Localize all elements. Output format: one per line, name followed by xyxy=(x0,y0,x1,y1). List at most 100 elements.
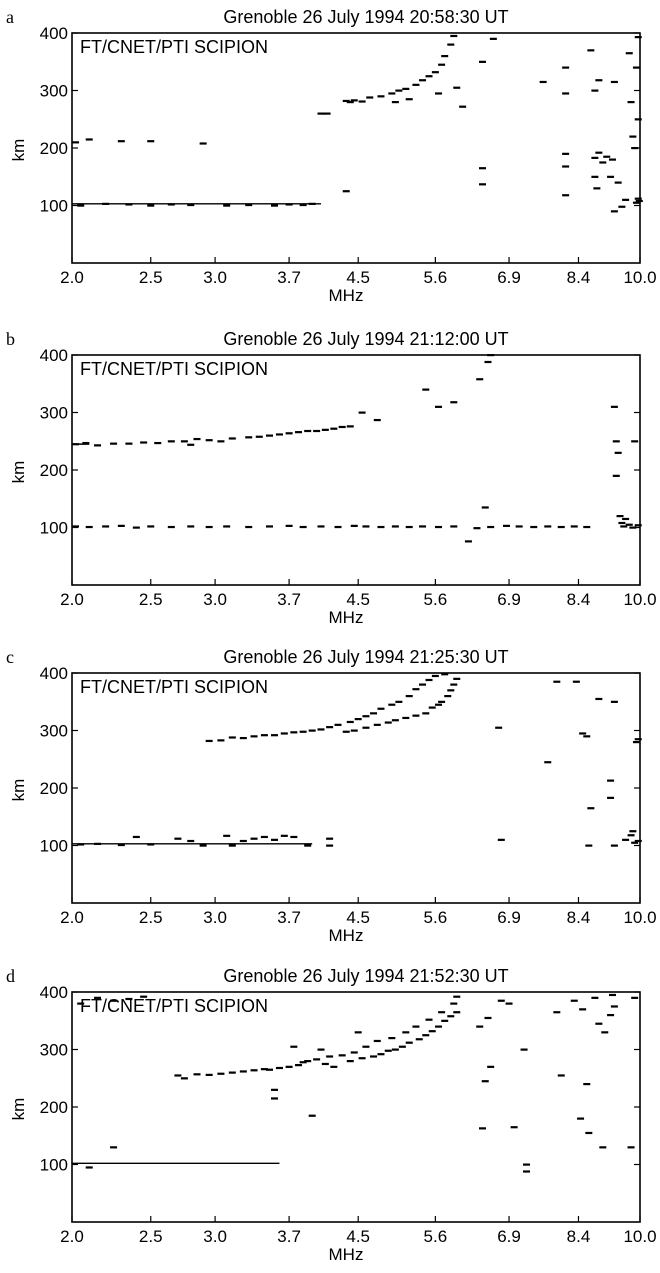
echo-point xyxy=(250,735,258,738)
echo-point xyxy=(342,730,350,733)
echo-point xyxy=(631,841,639,844)
y-tick-label: 200 xyxy=(40,779,68,798)
echo-point xyxy=(239,736,247,740)
echo-point xyxy=(544,761,552,764)
echo-point xyxy=(94,996,102,999)
plot-frame xyxy=(71,672,641,904)
echo-point xyxy=(321,1062,329,1066)
y-tick-label: 300 xyxy=(40,1041,68,1060)
x-tick-label: 8.4 xyxy=(567,908,591,927)
echo-point xyxy=(377,95,385,98)
echo-point xyxy=(405,98,413,101)
x-tick-label: 6.9 xyxy=(497,590,521,609)
echo-point xyxy=(317,728,325,731)
echo-point xyxy=(85,138,93,141)
echo-point xyxy=(591,996,599,999)
echo-point xyxy=(187,443,195,446)
echo-point xyxy=(317,1048,325,1051)
echo-point xyxy=(402,87,410,90)
echo-point xyxy=(82,441,90,445)
echo-point xyxy=(419,525,427,528)
x-tick-label: 3.7 xyxy=(277,590,301,609)
echo-point xyxy=(595,151,603,154)
echo-point xyxy=(304,1060,312,1063)
instrument-label: FT/CNET/PTI SCIPION xyxy=(80,677,268,697)
echo-point xyxy=(72,443,80,446)
echo-point xyxy=(77,204,85,207)
echo-point xyxy=(239,839,247,843)
echo-point xyxy=(265,1068,273,1071)
panel-title: Grenoble 26 July 1994 20:58:30 UT xyxy=(223,7,508,27)
x-tick-label: 4.5 xyxy=(346,908,370,927)
echo-point xyxy=(132,526,140,529)
x-tick-label: 4.5 xyxy=(346,268,370,287)
echo-point xyxy=(187,839,195,843)
echo-point xyxy=(217,739,225,742)
echo-point xyxy=(435,92,443,95)
y-axis-label: km xyxy=(9,779,28,802)
echo-point xyxy=(614,451,622,454)
echo-point xyxy=(346,101,354,104)
echo-point xyxy=(370,1055,378,1058)
echo-point xyxy=(217,440,225,443)
echo-point xyxy=(570,999,578,1002)
echo-point xyxy=(223,834,231,837)
echo-point xyxy=(562,152,570,155)
echo-point xyxy=(523,1163,531,1166)
echo-point xyxy=(285,432,293,435)
echo-point xyxy=(610,844,618,847)
echo-point xyxy=(373,418,381,422)
echo-point xyxy=(110,999,118,1002)
echo-point xyxy=(634,839,642,843)
echo-point xyxy=(205,1073,213,1076)
echo-point xyxy=(228,736,236,739)
echo-point xyxy=(612,474,620,477)
echo-point xyxy=(610,80,618,84)
echo-point xyxy=(562,165,570,168)
echo-point xyxy=(591,156,599,159)
echo-point xyxy=(476,1025,484,1028)
y-tick-label: 400 xyxy=(40,24,68,43)
x-tick-label: 2.0 xyxy=(60,268,84,287)
echo-point xyxy=(346,425,354,428)
echo-point xyxy=(629,526,637,529)
plot-frame xyxy=(71,991,641,1223)
echo-point xyxy=(631,996,639,999)
echo-point xyxy=(239,1070,247,1073)
echo-point xyxy=(317,112,325,115)
y-tick-label: 300 xyxy=(40,722,68,741)
y-tick-label: 200 xyxy=(40,461,68,480)
echo-point xyxy=(132,835,140,839)
echo-point xyxy=(193,437,201,441)
echo-point xyxy=(634,738,642,741)
echo-point xyxy=(497,838,505,841)
echo-point xyxy=(395,89,403,92)
echo-point xyxy=(579,732,587,735)
echo-point xyxy=(260,835,268,839)
x-axis-label: MHz xyxy=(329,1245,364,1264)
echo-point xyxy=(358,100,366,103)
echo-point xyxy=(441,55,449,58)
echo-point xyxy=(632,741,640,744)
echo-point xyxy=(435,405,443,408)
x-tick-label: 6.9 xyxy=(497,908,521,927)
echo-point xyxy=(280,732,288,735)
x-tick-label: 6.9 xyxy=(497,1227,521,1246)
echo-point xyxy=(422,1034,430,1037)
echo-point xyxy=(102,525,110,528)
echo-point xyxy=(539,80,547,84)
echo-point xyxy=(223,204,231,207)
echo-point xyxy=(422,712,430,715)
x-tick-label: 3.7 xyxy=(277,908,301,927)
echo-point xyxy=(441,1019,449,1022)
echo-point xyxy=(167,440,175,443)
echo-point xyxy=(117,524,125,527)
echo-point xyxy=(346,1060,354,1063)
panel-letter: a xyxy=(6,7,14,27)
echo-point xyxy=(167,525,175,529)
y-tick-label: 100 xyxy=(40,197,68,216)
echo-point xyxy=(373,723,381,726)
echo-point xyxy=(627,834,635,837)
echo-point xyxy=(167,203,175,206)
echo-point xyxy=(631,147,639,150)
